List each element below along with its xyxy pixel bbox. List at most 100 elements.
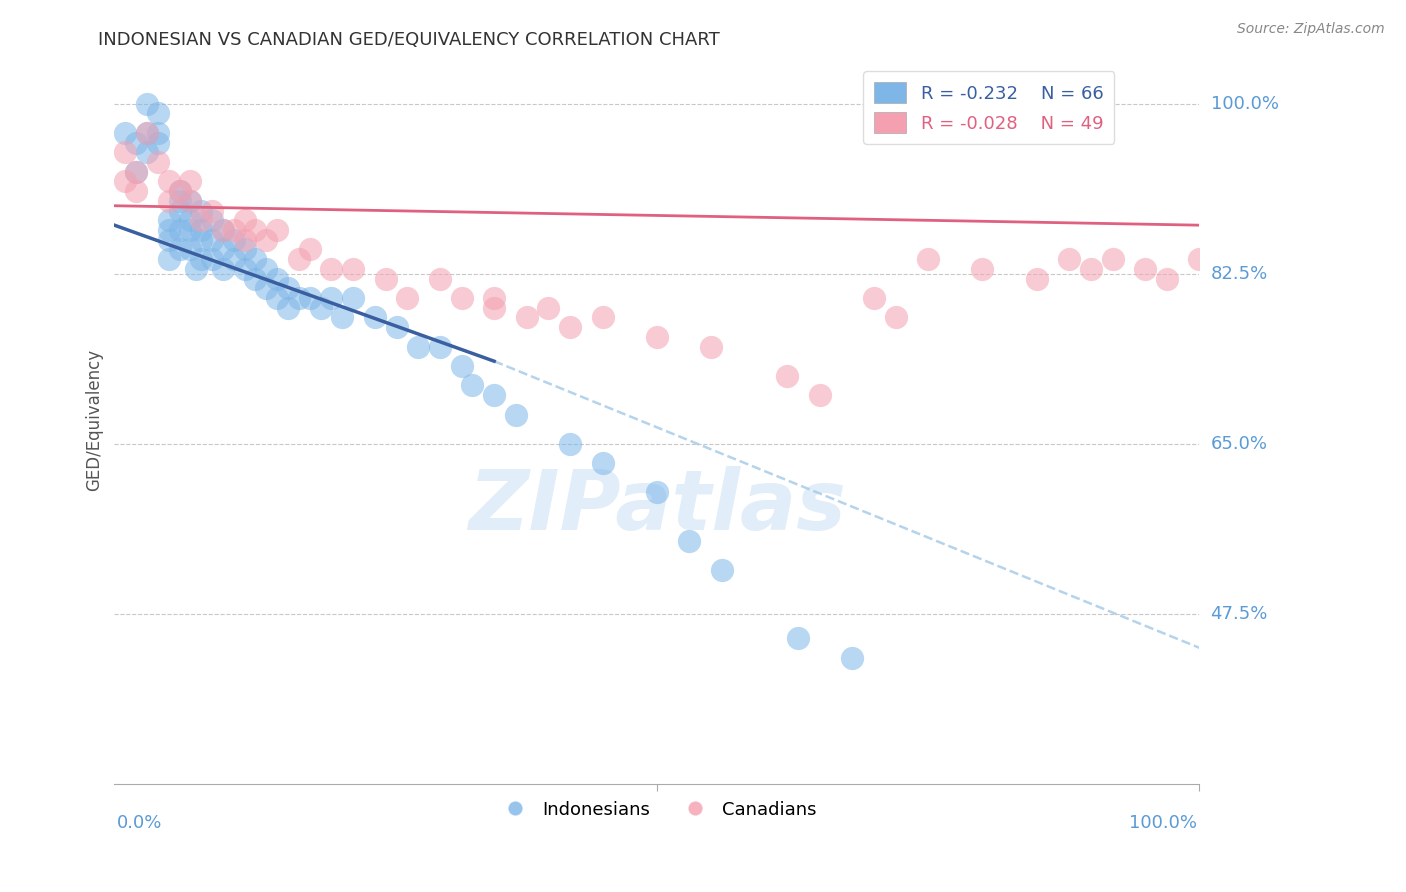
Point	[298, 243, 321, 257]
Text: Source: ZipAtlas.com: Source: ZipAtlas.com	[1237, 22, 1385, 37]
Point	[179, 194, 201, 208]
Point	[1188, 252, 1211, 267]
Point	[1080, 261, 1102, 276]
Point	[184, 261, 207, 276]
Point	[201, 203, 224, 218]
Point	[505, 408, 527, 422]
Point	[678, 533, 700, 548]
Point	[179, 194, 201, 208]
Point	[157, 223, 180, 237]
Point	[309, 301, 332, 315]
Point	[1057, 252, 1080, 267]
Point	[157, 213, 180, 227]
Point	[212, 261, 235, 276]
Point	[884, 310, 907, 325]
Point	[808, 388, 831, 402]
Point	[157, 174, 180, 188]
Point	[233, 233, 256, 247]
Point	[482, 301, 505, 315]
Point	[429, 271, 451, 285]
Point	[277, 281, 299, 295]
Text: 82.5%: 82.5%	[1211, 265, 1268, 283]
Point	[169, 194, 191, 208]
Point	[266, 223, 288, 237]
Point	[201, 213, 224, 227]
Point	[190, 203, 212, 218]
Point	[190, 252, 212, 267]
Point	[114, 145, 136, 160]
Point	[330, 310, 353, 325]
Point	[342, 261, 364, 276]
Text: 100.0%: 100.0%	[1129, 814, 1197, 832]
Point	[179, 174, 201, 188]
Point	[169, 243, 191, 257]
Point	[125, 184, 148, 198]
Point	[1025, 271, 1047, 285]
Point	[558, 437, 581, 451]
Point	[222, 233, 245, 247]
Point	[972, 261, 994, 276]
Point	[212, 243, 235, 257]
Point	[169, 203, 191, 218]
Point	[245, 223, 267, 237]
Text: INDONESIAN VS CANADIAN GED/EQUIVALENCY CORRELATION CHART: INDONESIAN VS CANADIAN GED/EQUIVALENCY C…	[98, 31, 720, 49]
Point	[841, 650, 863, 665]
Point	[125, 136, 148, 150]
Point	[233, 213, 256, 227]
Point	[288, 252, 311, 267]
Point	[700, 340, 723, 354]
Point	[429, 340, 451, 354]
Point	[146, 136, 169, 150]
Point	[169, 223, 191, 237]
Point	[364, 310, 387, 325]
Point	[645, 485, 668, 500]
Point	[179, 243, 201, 257]
Point	[288, 291, 311, 305]
Point	[254, 233, 277, 247]
Point	[374, 271, 396, 285]
Point	[321, 291, 343, 305]
Point	[114, 174, 136, 188]
Point	[558, 320, 581, 334]
Point	[863, 291, 886, 305]
Point	[1133, 261, 1156, 276]
Point	[212, 223, 235, 237]
Point	[146, 155, 169, 169]
Text: ZIPatlas: ZIPatlas	[468, 467, 846, 548]
Point	[711, 563, 734, 577]
Point	[450, 291, 472, 305]
Point	[450, 359, 472, 373]
Point	[385, 320, 408, 334]
Point	[321, 261, 343, 276]
Point	[482, 388, 505, 402]
Point	[482, 291, 505, 305]
Point	[136, 145, 159, 160]
Point	[222, 252, 245, 267]
Legend: Indonesians, Canadians: Indonesians, Canadians	[489, 793, 824, 826]
Point	[1156, 271, 1178, 285]
Point	[645, 330, 668, 344]
Point	[136, 96, 159, 111]
Point	[917, 252, 939, 267]
Text: 47.5%: 47.5%	[1211, 605, 1268, 623]
Text: 100.0%: 100.0%	[1211, 95, 1278, 112]
Point	[245, 271, 267, 285]
Point	[146, 126, 169, 140]
Point	[254, 281, 277, 295]
Point	[179, 223, 201, 237]
Point	[516, 310, 538, 325]
Point	[233, 261, 256, 276]
Point	[125, 165, 148, 179]
Point	[201, 252, 224, 267]
Point	[190, 213, 212, 227]
Point	[787, 631, 810, 645]
Point	[342, 291, 364, 305]
Point	[201, 233, 224, 247]
Point	[125, 165, 148, 179]
Point	[136, 126, 159, 140]
Point	[461, 378, 484, 392]
Point	[222, 223, 245, 237]
Point	[157, 252, 180, 267]
Y-axis label: GED/Equivalency: GED/Equivalency	[86, 349, 103, 491]
Point	[114, 126, 136, 140]
